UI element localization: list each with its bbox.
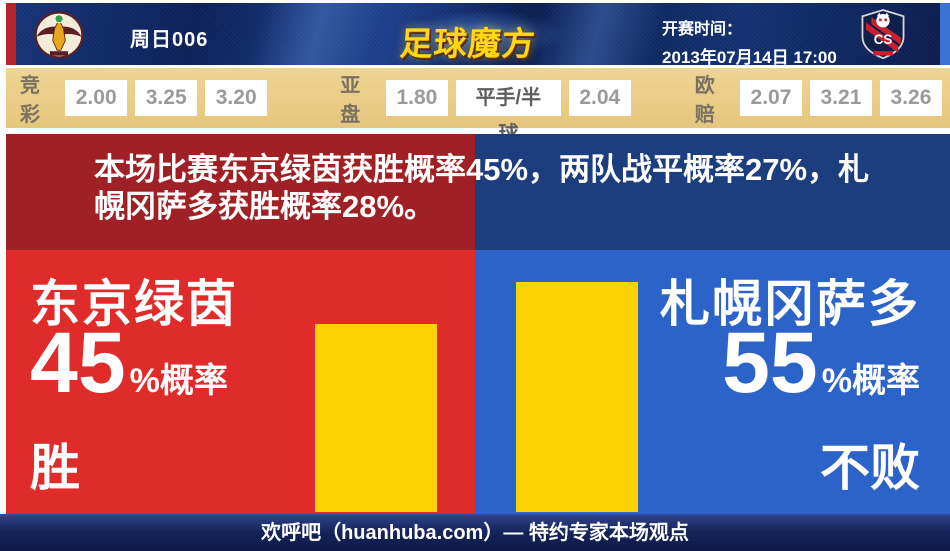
oupei-draw-odds[interactable]: 3.21	[809, 80, 872, 116]
asian-handicap-group: 亚盘 1.80 平手/半球 2.04	[340, 69, 639, 145]
logo-glow	[374, 3, 594, 65]
home-team-name: 东京绿茵	[30, 276, 238, 332]
jingcai-draw-odds[interactable]: 3.25	[135, 80, 198, 116]
jingcai-home-odds[interactable]: 2.00	[65, 80, 128, 116]
kickoff-time-block: 开赛时间： 2013年07月14日 17:00	[662, 15, 837, 65]
yapan-home-odds[interactable]: 1.80	[385, 80, 448, 116]
footer-bar: 欢呼吧（huanhuba.com）— 特约专家本场观点	[0, 514, 950, 551]
euro-odds-group: 欧赔 2.07 3.21 3.26	[695, 69, 950, 127]
svg-text:CS: CS	[874, 32, 893, 47]
oupei-label: 欧赔	[694, 75, 715, 126]
home-team-crest-icon	[32, 9, 86, 65]
probability-panels: 东京绿茵 45 %概率 胜 札幌冈萨多 55 %概率 不败	[6, 250, 950, 514]
away-team-crest-icon: CS	[858, 7, 908, 65]
away-team-panel: 札幌冈萨多 55 %概率 不败	[475, 250, 950, 514]
site-logo-text: 足球魔方	[398, 25, 538, 62]
probability-summary-banner: 本场比赛东京绿茵获胜概率45%，两队战平概率27%，札幌冈萨多获胜概率28%。	[6, 134, 950, 250]
probability-summary-text: 本场比赛东京绿茵获胜概率45%，两队战平概率27%，札幌冈萨多获胜概率28%。	[94, 152, 870, 224]
home-percent-row: 45 %概率	[30, 310, 228, 418]
away-probability-bar	[516, 282, 638, 512]
match-number: 周日006	[130, 29, 209, 51]
header: 周日006 足球魔方 开赛时间： 2013年07月14日 17:00 CS	[6, 3, 950, 65]
jingcai-away-odds[interactable]: 3.20	[205, 80, 268, 116]
yapan-handicap-line[interactable]: 平手/半球	[455, 80, 561, 145]
kickoff-label: 开赛时间：	[662, 21, 743, 38]
yapan-label: 亚盘	[340, 75, 361, 126]
jingcai-label: 竞彩	[20, 75, 40, 126]
away-percent-suffix: %概率	[821, 362, 920, 400]
away-percent-row: 55 %概率	[722, 310, 920, 418]
away-percent-value: 55	[722, 315, 818, 411]
header-red-accent-strip	[6, 3, 16, 65]
oupei-home-odds[interactable]: 2.07	[739, 80, 802, 116]
yapan-away-odds[interactable]: 2.04	[568, 80, 631, 116]
jingcai-odds-group: 竞彩 2.00 3.25 3.20	[20, 69, 275, 127]
header-blue-accent-strip	[940, 3, 950, 65]
odds-bar: 竞彩 2.00 3.25 3.20 亚盘 1.80 平手/半球 2.04 欧赔 …	[6, 68, 950, 145]
away-outcome-label: 不败	[820, 440, 920, 496]
home-team-panel: 东京绿茵 45 %概率 胜	[6, 250, 475, 514]
home-probability-bar	[315, 324, 437, 512]
site-logo: 足球魔方	[374, 3, 594, 65]
banner-red-background	[6, 134, 475, 250]
home-percent-suffix: %概率	[129, 362, 228, 400]
kickoff-datetime: 2013年07月14日 17:00	[662, 48, 837, 65]
oupei-away-odds[interactable]: 3.26	[879, 80, 942, 116]
away-team-name: 札幌冈萨多	[660, 276, 920, 332]
footer-text: 欢呼吧（huanhuba.com）— 特约专家本场观点	[261, 522, 689, 544]
home-percent-value: 45	[30, 315, 126, 411]
home-outcome-label: 胜	[30, 440, 80, 496]
